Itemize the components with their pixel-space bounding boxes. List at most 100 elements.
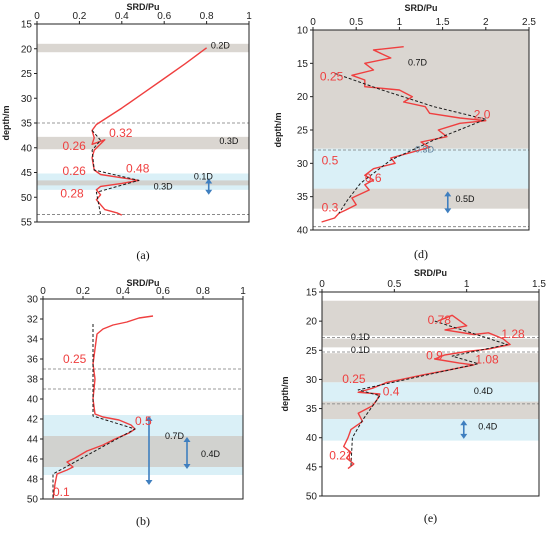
value-label: 0.25 <box>63 352 87 366</box>
value-label: 1.08 <box>475 353 499 367</box>
x-tick-label: 1 <box>464 279 470 290</box>
layer-thickness-label: 0.1D <box>351 345 371 355</box>
measured-line <box>343 314 511 470</box>
soil-layer-band <box>313 30 529 149</box>
panel-b: 0 0.2 0.4 0.6 0.8 1 30 32 34 36 38 40 42 44 46 48 50 SRD/… <box>27 278 246 528</box>
value-label: 0.5 <box>322 154 339 168</box>
layer-thickness-label: 0.4D <box>474 386 494 396</box>
arrow-head-down-icon <box>205 189 213 195</box>
value-label: 0.3 <box>322 200 339 214</box>
y-tick-label: 30 <box>27 295 39 306</box>
y-tick-label: 15 <box>21 20 33 31</box>
x-tick-label: 0.6 <box>157 11 171 22</box>
value-label: 0.21 <box>329 448 353 462</box>
layer-thickness-label: 0.3D <box>415 145 435 155</box>
value-label: 1.28 <box>501 327 525 341</box>
value-label: 0.1 <box>53 485 70 499</box>
value-label: 0.9 <box>426 349 443 363</box>
layer-thickness-label: 0.3D <box>154 181 174 191</box>
model-line <box>91 130 140 215</box>
soil-layer-band <box>322 401 539 420</box>
value-label: 0.4 <box>383 385 400 399</box>
arrow-head-down-icon <box>444 208 452 214</box>
y-tick-label: 35 <box>297 192 309 203</box>
y-axis-label: depth/m <box>280 377 290 412</box>
x-tick-label: 0 <box>319 279 325 290</box>
y-tick-label: 40 <box>21 143 33 154</box>
soil-layer-band <box>313 188 529 209</box>
arrow-head-up-icon <box>145 416 153 421</box>
y-tick-label: 30 <box>21 94 33 105</box>
arrow-head-down-icon <box>145 480 153 485</box>
value-label: 0.6 <box>365 171 382 185</box>
arrow-head-up-icon <box>205 178 213 184</box>
value-label: 0.32 <box>109 126 133 140</box>
x-tick-label: 0.8 <box>196 286 210 297</box>
value-label: 0.48 <box>126 162 150 176</box>
value-label: 0.25 <box>342 372 366 386</box>
x-axis-label: SRD/Pu <box>414 268 447 278</box>
x-tick-label: 0 <box>40 286 46 297</box>
layer-thickness-label: 0.4D <box>201 449 221 459</box>
x-axis-label: SRD/Pu <box>126 278 159 288</box>
layer-thickness-label: 0.7D <box>165 431 185 441</box>
y-tick-label: 20 <box>297 92 309 103</box>
x-tick-label: 0.2 <box>72 11 86 22</box>
value-label: 0.78 <box>428 313 452 327</box>
layer-thickness-label: 0.5D <box>456 194 476 204</box>
x-tick-label: 1.5 <box>436 17 450 28</box>
water-layer-band <box>322 419 539 441</box>
value-label: 0.25 <box>320 70 344 84</box>
y-tick-label: 50 <box>27 495 39 506</box>
y-tick-label: 55 <box>21 218 33 229</box>
x-tick-label: 0.2 <box>76 286 90 297</box>
y-tick-label: 45 <box>21 168 33 179</box>
x-tick-label: 0.4 <box>115 11 129 22</box>
y-axis-label: depth/m <box>273 113 283 148</box>
x-tick-label: 0.4 <box>116 286 130 297</box>
x-tick-label: 1 <box>246 11 252 22</box>
x-tick-label: 1.5 <box>532 279 546 290</box>
x-tick-label: 0.5 <box>349 17 363 28</box>
value-label: 2.0 <box>474 108 491 122</box>
y-tick-label: 42 <box>27 415 39 426</box>
y-tick-label: 38 <box>27 375 39 386</box>
y-tick-label: 15 <box>306 288 318 299</box>
soil-layer-band <box>37 136 249 150</box>
x-axis-label: SRD/Pu <box>126 2 159 12</box>
y-tick-label: 40 <box>306 433 318 444</box>
value-label: 0.28 <box>60 187 84 201</box>
arrow-head-down-icon <box>183 464 191 469</box>
y-tick-label: 10 <box>297 26 309 37</box>
panel-d: 0 0.5 1 1.5 2 2.5 10 15 20 25 30 35 40 SRD/Pu depth/m 0… <box>273 3 536 261</box>
y-tick-label: 50 <box>306 492 318 503</box>
y-tick-label: 48 <box>27 475 39 486</box>
value-label: 0.5 <box>135 414 152 428</box>
layer-thickness-label: 0.7D <box>408 57 428 67</box>
panel-a: 0 0.2 0.4 0.6 0.8 1 15 20 25 30 35 40 45 50 55 SRD/Pu de… <box>1 2 252 262</box>
y-tick-label: 50 <box>21 193 33 204</box>
measured-line <box>321 46 487 223</box>
x-tick-label: 0.8 <box>200 11 214 22</box>
soil-layer-band <box>37 180 249 186</box>
y-tick-label: 36 <box>27 355 39 366</box>
soil-layer-band <box>322 353 539 383</box>
x-tick-label: 1 <box>397 17 403 28</box>
layer-thickness-label: 0.4D <box>478 422 498 432</box>
y-tick-label: 40 <box>297 226 309 237</box>
measured-line <box>52 315 154 500</box>
x-tick-label: 0 <box>34 11 40 22</box>
y-tick-label: 30 <box>306 375 318 386</box>
y-tick-label: 15 <box>297 59 309 70</box>
soil-layer-band <box>322 300 539 336</box>
panel-caption: (b) <box>136 514 150 528</box>
y-tick-label: 35 <box>306 404 318 415</box>
panel-caption: (d) <box>414 247 428 261</box>
y-tick-label: 25 <box>21 69 33 80</box>
soil-layer-band <box>322 338 539 348</box>
x-tick-label: 2 <box>483 17 489 28</box>
y-tick-label: 20 <box>21 44 33 55</box>
layer-thickness-label: 0.2D <box>211 40 231 50</box>
x-axis-label: SRD/Pu <box>404 3 437 13</box>
